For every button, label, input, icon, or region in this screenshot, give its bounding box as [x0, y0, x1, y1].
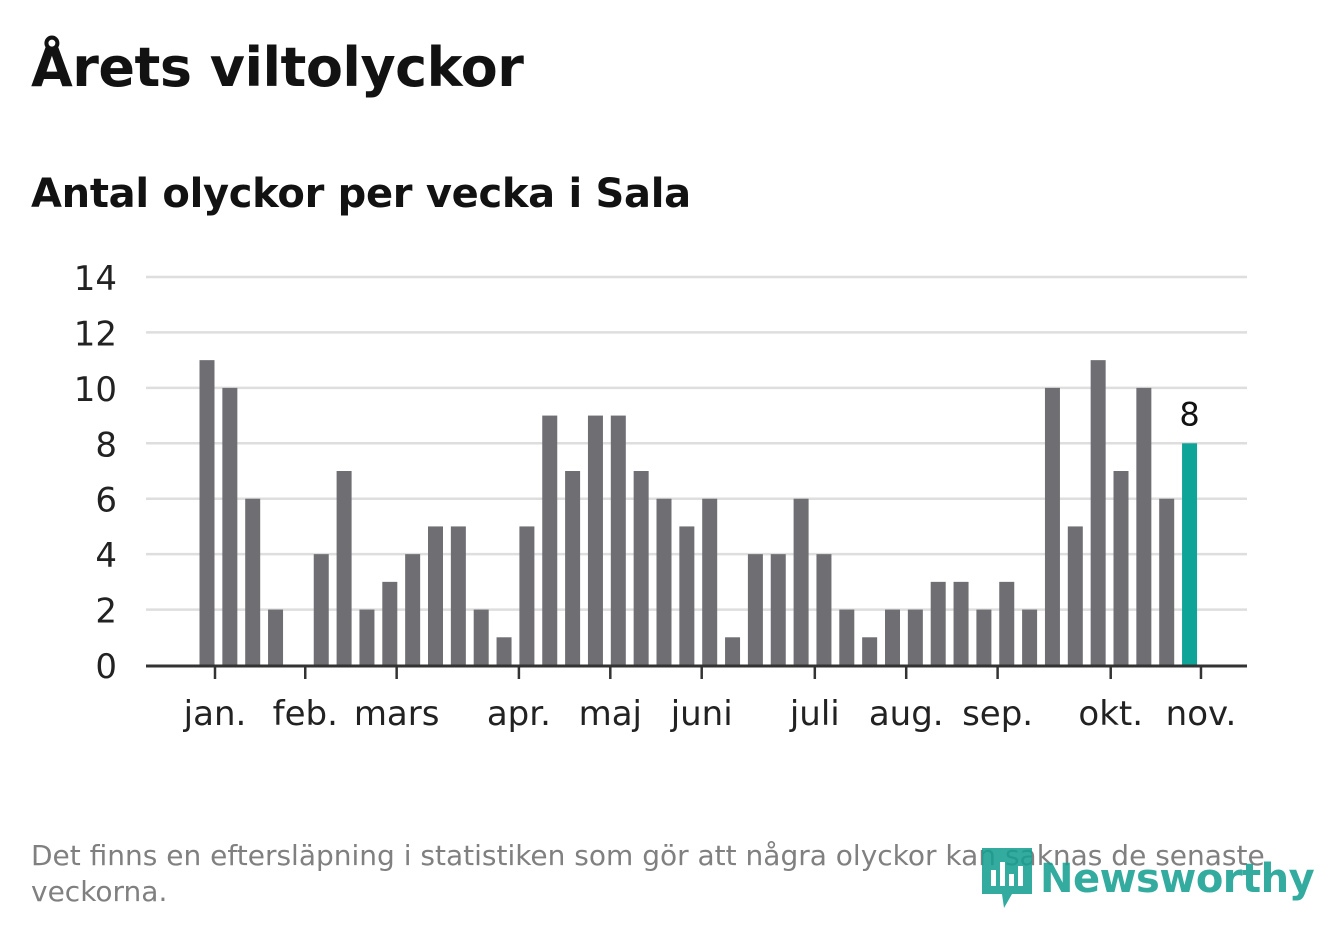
x-tick-label: maj	[579, 694, 642, 734]
bar	[1067, 526, 1083, 665]
logo-text: Newsworthy	[1040, 856, 1315, 902]
footnote: Det finns en eftersläpning i statistiken…	[31, 839, 1265, 908]
y-tick-label: 12	[74, 314, 117, 354]
bar	[1113, 471, 1129, 665]
bar	[359, 609, 375, 665]
gridlines	[146, 275, 1247, 611]
bar	[770, 554, 786, 665]
bar	[930, 581, 946, 665]
bar	[702, 498, 718, 665]
chart-subtitle: Antal olyckor per vecka i Sala	[31, 171, 691, 217]
bar	[610, 415, 626, 665]
bar	[747, 554, 763, 665]
x-tick-label: mars	[354, 694, 440, 734]
bar-highlighted	[1182, 443, 1198, 665]
bar	[907, 609, 923, 665]
bar	[428, 526, 443, 665]
bar	[885, 609, 900, 665]
x-tick-label: nov.	[1166, 694, 1237, 734]
bar	[999, 581, 1015, 665]
chart-title: Årets viltolyckor	[31, 36, 524, 99]
bar	[587, 415, 603, 665]
bar	[725, 637, 741, 665]
bar	[633, 471, 649, 665]
bar	[839, 609, 855, 665]
bar	[656, 498, 672, 665]
y-tick-label: 8	[95, 425, 117, 465]
y-tick-label: 6	[95, 481, 117, 521]
x-tick-label: jan.	[183, 694, 247, 734]
x-axis: jan. feb. mars apr. maj juni juli aug. sep. okt. n…	[146, 664, 1247, 734]
bar	[565, 471, 581, 665]
newsworthy-logo: Newsworthy	[982, 848, 1315, 910]
y-tick-label: 10	[74, 370, 117, 410]
y-tick-label: 4	[95, 536, 117, 576]
bar	[313, 554, 329, 665]
bar-chart: 0 2 4 6 8 10 12 14 jan. feb. mars apr. maj juni juli a…	[74, 259, 1247, 734]
bar	[405, 554, 421, 665]
x-tick-label: aug.	[869, 694, 944, 734]
bar	[1044, 387, 1060, 665]
x-tick-label: juli	[789, 694, 840, 734]
x-tick-label: okt.	[1078, 694, 1143, 734]
bar	[382, 581, 398, 665]
x-tick-label: apr.	[487, 694, 551, 734]
bar	[679, 526, 695, 665]
bar	[953, 581, 969, 665]
newsworthy-logo-icon	[982, 848, 1032, 908]
bar	[793, 498, 809, 665]
data-labels: 8	[1179, 395, 1199, 433]
bar	[1022, 609, 1038, 665]
bar	[199, 360, 215, 665]
bar	[450, 526, 466, 665]
x-tick-label: sep.	[962, 694, 1033, 734]
bar	[1136, 387, 1152, 665]
bar	[496, 637, 512, 665]
y-tick-label: 0	[95, 647, 117, 687]
y-tick-label: 14	[74, 259, 117, 299]
bars	[199, 360, 1198, 665]
bar	[268, 609, 284, 665]
bar	[816, 554, 832, 665]
y-tick-label: 2	[95, 592, 117, 632]
bar	[862, 637, 878, 665]
bar	[473, 609, 489, 665]
highlight-value-label: 8	[1179, 395, 1199, 433]
bar	[1159, 498, 1175, 665]
bar	[519, 526, 535, 665]
bar	[976, 609, 992, 665]
bar	[245, 498, 261, 665]
bar	[1090, 360, 1106, 665]
bar	[542, 415, 558, 665]
x-tick-label: feb.	[273, 694, 338, 734]
x-tick-label: juni	[670, 694, 733, 734]
y-axis-ticks: 0 2 4 6 8 10 12 14	[74, 259, 117, 687]
bar	[222, 387, 238, 665]
bar	[336, 471, 352, 665]
